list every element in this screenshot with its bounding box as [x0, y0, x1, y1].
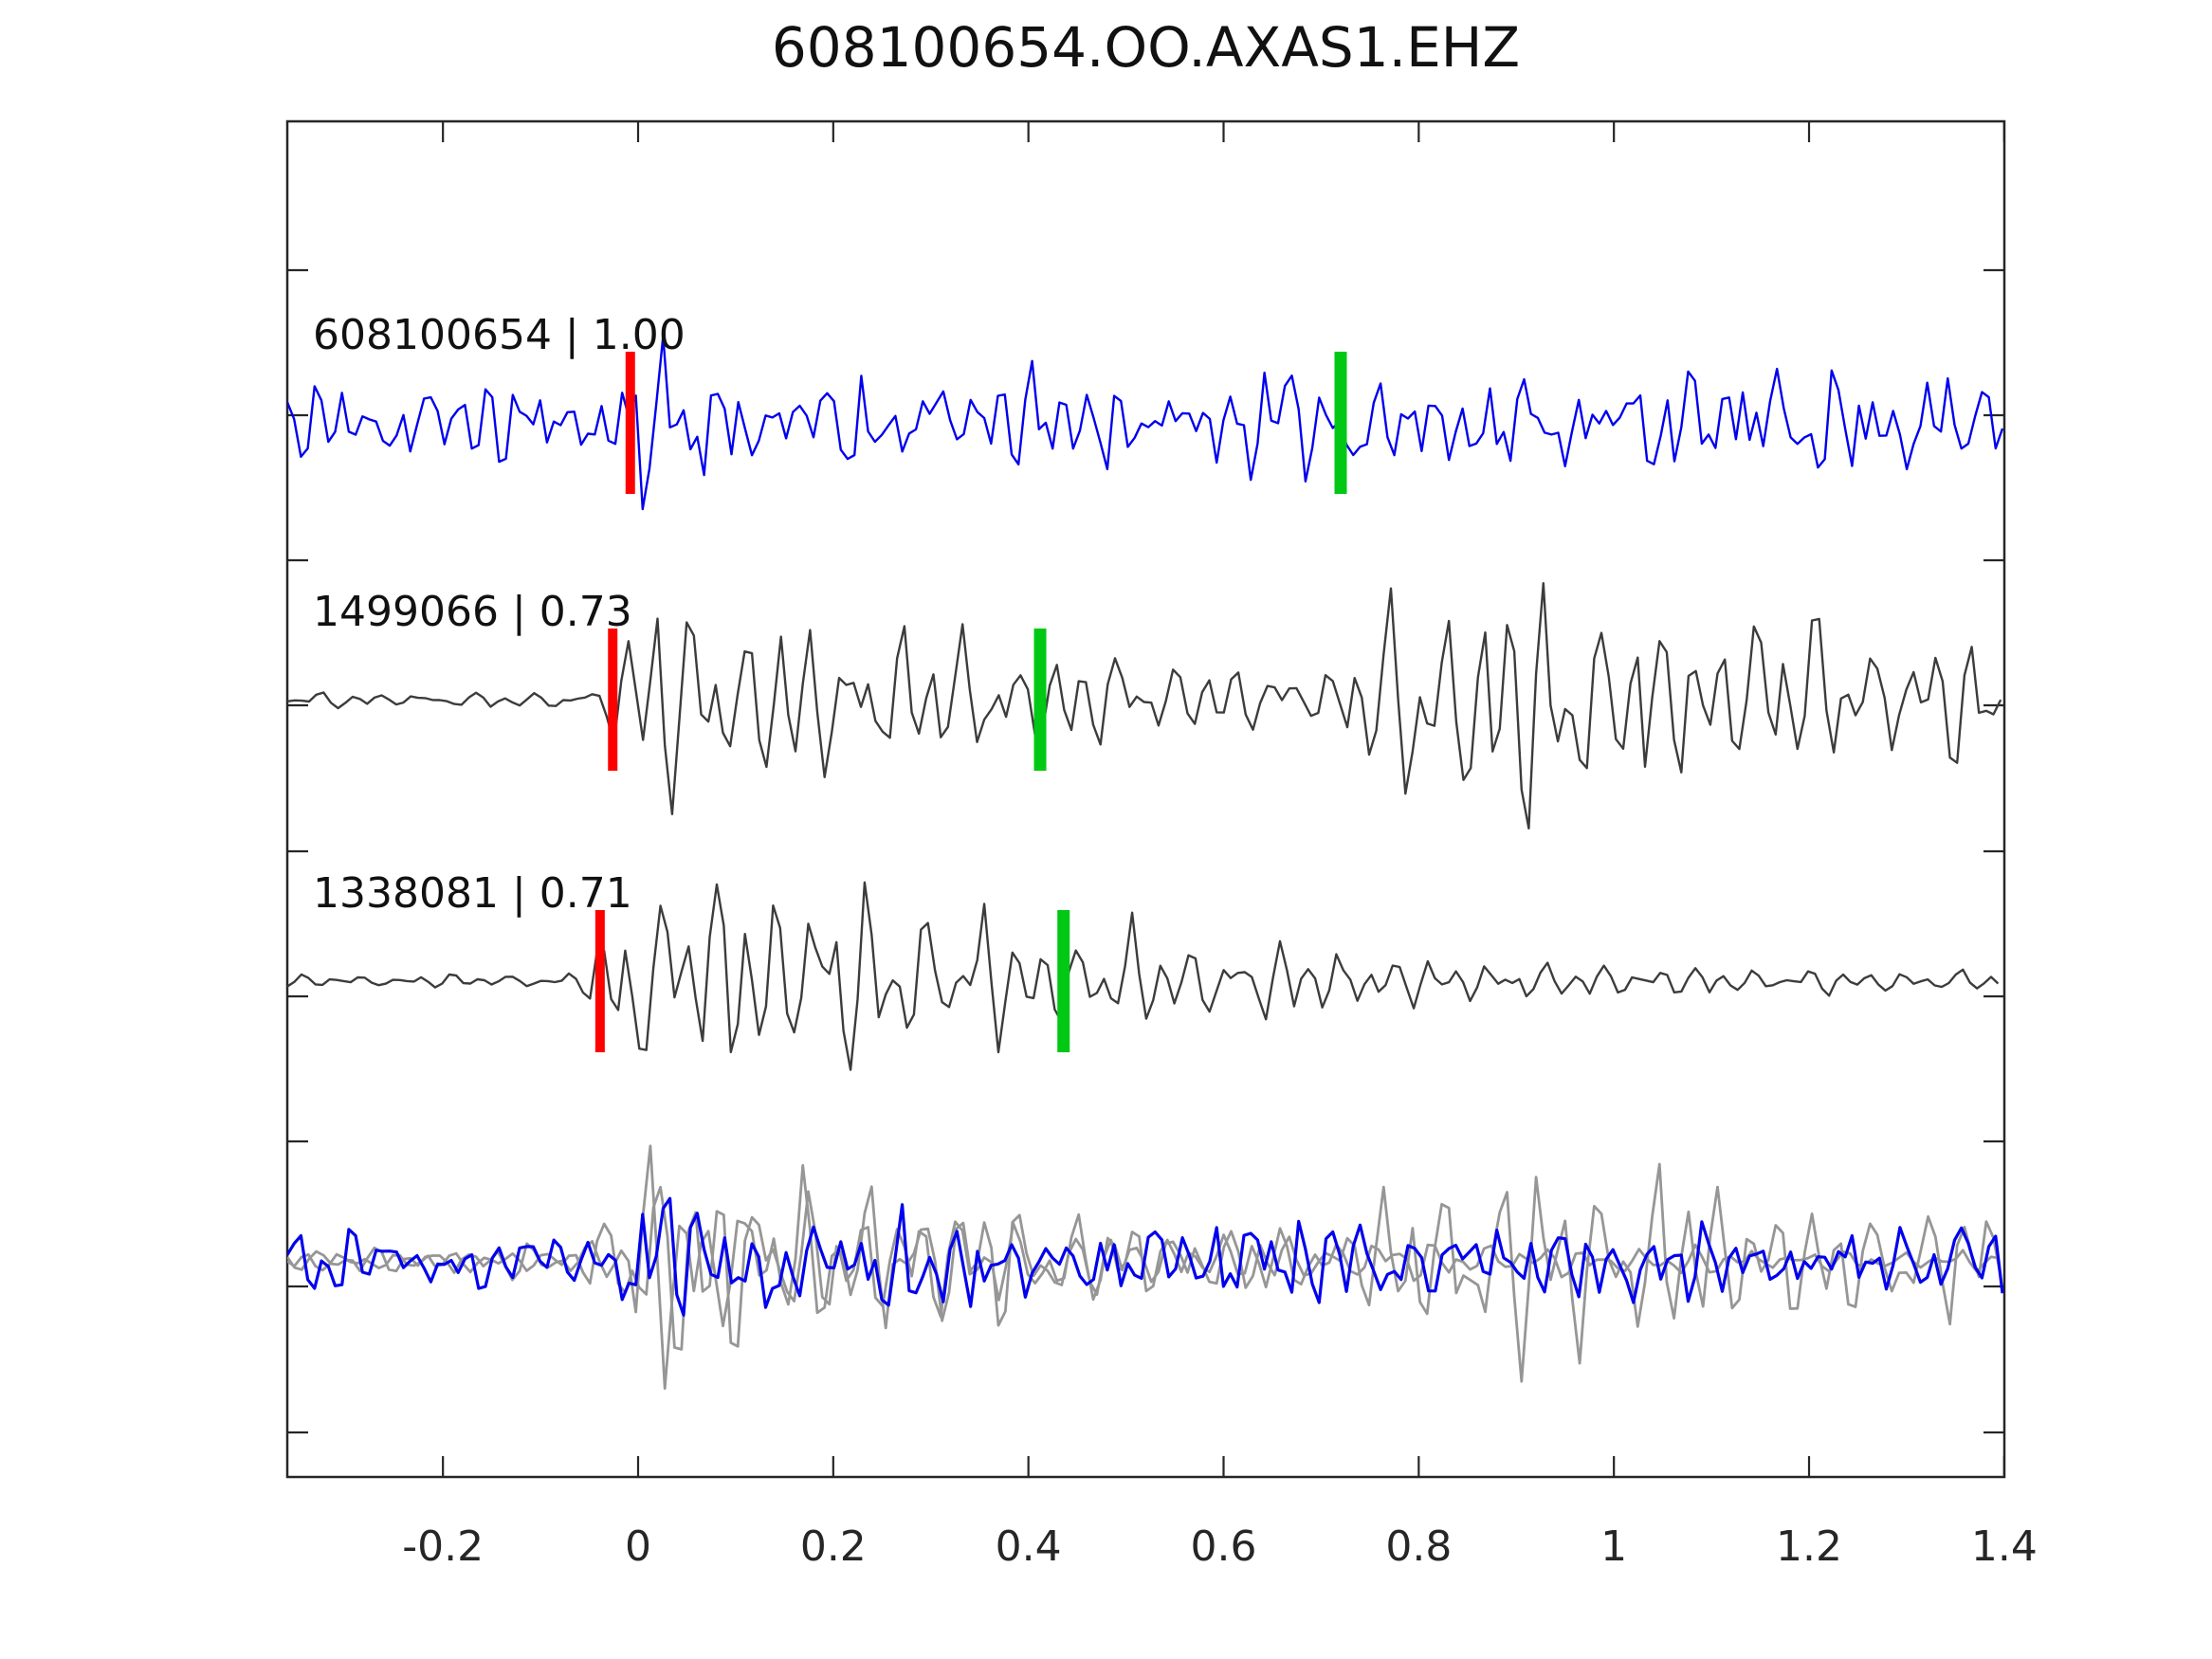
pick-marker-green-1499066: [1033, 629, 1047, 771]
trace-label-1338081: 1338081 | 0.71: [313, 869, 632, 918]
pick-marker-red-608100654: [625, 352, 635, 494]
trace-label-1499066: 1499066 | 0.73: [313, 588, 632, 636]
x-tick-label: 1.4: [1971, 1522, 2038, 1571]
plot-border: [285, 119, 2006, 1479]
x-tick-label: 0.6: [1191, 1522, 1257, 1571]
pick-marker-green-1338081: [1057, 910, 1070, 1052]
x-tick-label: -0.2: [402, 1522, 484, 1571]
x-tick-label: 0.2: [800, 1522, 867, 1571]
trace-label-608100654: 608100654 | 1.00: [313, 311, 686, 359]
x-tick-label: 0.4: [996, 1522, 1062, 1571]
chart-title: 608100654.OO.AXAS1.EHZ: [771, 15, 1521, 80]
waveform-trace-1338081: [287, 881, 2000, 1071]
x-tick-label: 0: [625, 1522, 651, 1571]
traces-group: [287, 335, 2004, 1390]
pick-marker-red-1499066: [608, 629, 618, 771]
waveform-trace-1499066: [287, 582, 2002, 830]
x-tick-label: 1: [1600, 1522, 1627, 1571]
pick-marker-green-608100654: [1334, 352, 1347, 494]
waveform-trace-608100654: [287, 335, 2004, 511]
pick-marker-red-1338081: [594, 910, 605, 1052]
waveform-trace-aligned-overlay-2: [287, 1196, 2004, 1317]
x-tick-label: 0.8: [1385, 1522, 1452, 1571]
x-tick-label: 1.2: [1776, 1522, 1842, 1571]
